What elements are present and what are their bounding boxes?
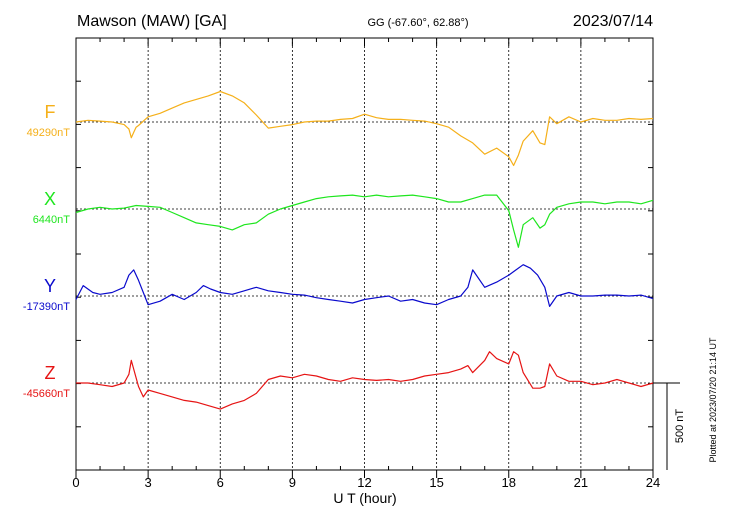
series-baseline-x: 6440nT	[33, 214, 71, 226]
series-line-x	[75, 194, 654, 248]
scale-bar: 500 nT	[653, 382, 686, 470]
series-baseline-f: 49290nT	[27, 127, 71, 139]
x-tick-label: 21	[574, 475, 588, 490]
x-tick-label: 15	[429, 475, 443, 490]
station-title: Mawson (MAW) [GA]	[77, 13, 227, 30]
x-axis-label: U T (hour)	[333, 490, 396, 506]
x-tick-label: 0	[72, 475, 79, 490]
plotted-note: Plotted at 2023/07/20 21:14 UT	[708, 337, 718, 463]
x-tick-label: 3	[145, 475, 152, 490]
series-name-z: Z	[45, 363, 56, 383]
x-tick-label: 18	[502, 475, 516, 490]
plot-date: 2023/07/14	[573, 13, 653, 30]
series-line-y	[75, 264, 654, 307]
x-tick-label: 9	[289, 475, 296, 490]
x-tick-label: 6	[217, 475, 224, 490]
series-baseline-z: -45660nT	[23, 388, 70, 400]
series-name-x: X	[44, 189, 56, 209]
scale-bar-label: 500 nT	[674, 409, 686, 444]
series-name-y: Y	[44, 276, 56, 296]
series-line-f	[75, 90, 654, 167]
series-name-f: F	[45, 102, 56, 122]
series-line-z	[76, 351, 654, 410]
x-tick-label: 12	[357, 475, 371, 490]
series-baseline-y: -17390nT	[23, 301, 70, 313]
x-tick-label: 24	[646, 475, 660, 490]
station-coords: GG (-67.60°, 62.88°)	[367, 17, 468, 29]
